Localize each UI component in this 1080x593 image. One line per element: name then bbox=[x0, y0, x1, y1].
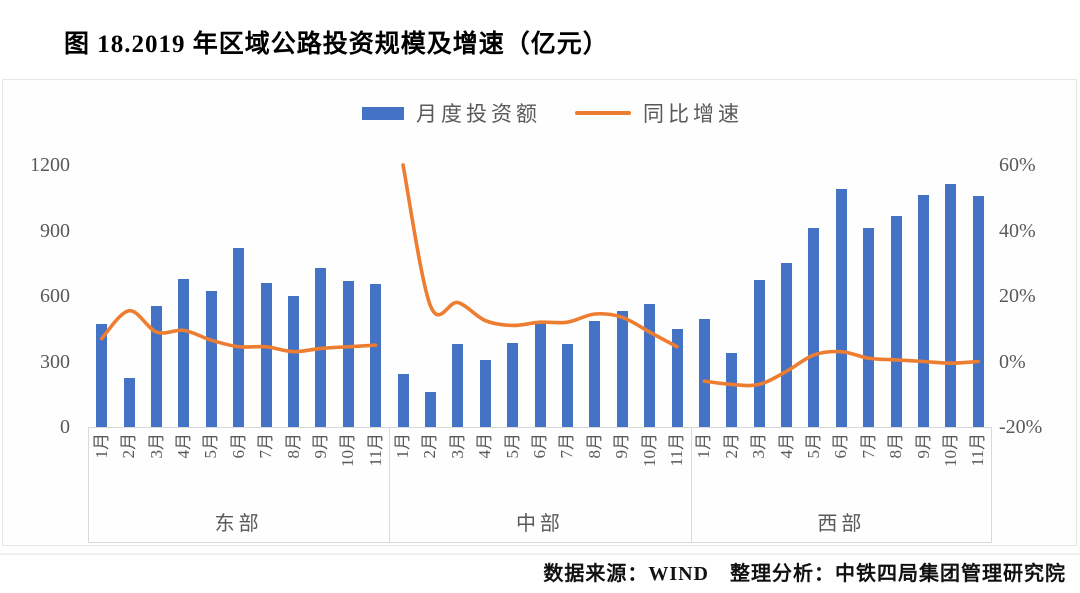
investment-bar bbox=[698, 318, 710, 427]
month-label: 10月 bbox=[940, 433, 960, 467]
investment-bar bbox=[479, 360, 491, 427]
investment-bar bbox=[342, 280, 354, 427]
investment-bar bbox=[424, 392, 436, 427]
month-label: 5月 bbox=[201, 433, 221, 459]
category-label-strip bbox=[88, 427, 992, 543]
region-label: 东部 bbox=[214, 513, 263, 535]
month-label: 11月 bbox=[365, 433, 385, 467]
chart-title: 图 18.2019 年区域公路投资规模及增速（亿元） bbox=[64, 31, 609, 58]
legend-item-growth: 同比增速 bbox=[575, 98, 743, 128]
month-label: 11月 bbox=[968, 433, 988, 467]
month-label: 6月 bbox=[228, 433, 248, 459]
investment-bar bbox=[561, 344, 573, 427]
bar-series-label: 月度投资额 bbox=[416, 102, 541, 126]
month-label: 6月 bbox=[831, 433, 851, 459]
pct-axis-tick-label: 0% bbox=[999, 350, 1026, 373]
y-axis-tick-label: 600 bbox=[40, 285, 70, 307]
investment-bar bbox=[945, 183, 957, 427]
month-label: 9月 bbox=[310, 433, 330, 459]
month-label: 4月 bbox=[173, 433, 193, 459]
investment-bar bbox=[589, 321, 601, 427]
investment-bar bbox=[753, 279, 765, 427]
investment-bar bbox=[534, 321, 546, 427]
month-label: 8月 bbox=[584, 433, 604, 459]
investment-bar bbox=[890, 216, 902, 427]
month-label: 2月 bbox=[420, 433, 440, 459]
investment-bar bbox=[972, 195, 984, 427]
month-label: 8月 bbox=[886, 433, 906, 459]
source-note: 数据来源：WIND 整理分析：中铁四局集团管理研究院 bbox=[543, 563, 1066, 585]
month-label: 6月 bbox=[530, 433, 549, 459]
investment-bar bbox=[863, 228, 875, 427]
month-label: 4月 bbox=[776, 433, 796, 459]
region-label: 中部 bbox=[515, 513, 564, 535]
investment-bar bbox=[178, 278, 190, 427]
investment-bar bbox=[726, 352, 738, 427]
region-divider bbox=[690, 427, 692, 543]
card-bottom-divider bbox=[0, 553, 1080, 555]
month-label: 10月 bbox=[338, 433, 358, 467]
month-label: 1月 bbox=[91, 433, 111, 459]
investment-bar bbox=[507, 342, 519, 427]
month-label: 7月 bbox=[256, 433, 276, 459]
investment-bar bbox=[808, 228, 820, 427]
investment-bar bbox=[397, 373, 409, 427]
investment-bar bbox=[96, 324, 108, 427]
month-label: 5月 bbox=[502, 433, 522, 459]
investment-bar bbox=[644, 303, 656, 427]
month-label: 9月 bbox=[612, 433, 632, 459]
month-label: 1月 bbox=[694, 433, 714, 459]
line-series-label: 同比增速 bbox=[643, 102, 743, 126]
month-label: 3月 bbox=[749, 433, 769, 459]
investment-bar bbox=[233, 248, 245, 427]
pct-axis-tick-label: -20% bbox=[999, 416, 1043, 438]
month-label: 4月 bbox=[475, 433, 495, 459]
month-label: 2月 bbox=[119, 433, 139, 459]
investment-bar bbox=[781, 263, 792, 428]
month-label: 3月 bbox=[146, 433, 166, 459]
investment-bar bbox=[671, 328, 683, 428]
month-label: 3月 bbox=[447, 433, 467, 459]
pct-axis-tick-label: 60% bbox=[999, 154, 1036, 176]
month-label: 11月 bbox=[667, 433, 686, 467]
investment-bar bbox=[452, 344, 464, 427]
y-axis-tick-label: 1200 bbox=[30, 154, 70, 176]
y-axis-tick-label: 0 bbox=[60, 416, 70, 438]
region-divider bbox=[389, 427, 391, 543]
growth-line-中部 bbox=[401, 163, 679, 349]
legend: 月度投资额 同比增速 bbox=[362, 98, 743, 128]
month-label: 5月 bbox=[803, 433, 823, 459]
y-axis-tick-label: 900 bbox=[40, 219, 70, 242]
month-label: 9月 bbox=[913, 433, 933, 459]
month-label: 10月 bbox=[639, 433, 659, 467]
investment-bar bbox=[918, 194, 929, 427]
month-label: 1月 bbox=[393, 433, 412, 459]
investment-bar bbox=[151, 305, 162, 427]
pct-axis-tick-label: 40% bbox=[999, 219, 1036, 242]
bar-series-swatch-icon bbox=[362, 106, 404, 120]
investment-bar bbox=[123, 377, 135, 427]
month-label: 7月 bbox=[858, 433, 878, 459]
month-label: 7月 bbox=[557, 433, 577, 459]
pct-axis-tick-label: 20% bbox=[999, 285, 1036, 307]
region-label: 西部 bbox=[817, 513, 866, 535]
investment-bar bbox=[616, 311, 628, 427]
month-label: 2月 bbox=[721, 433, 741, 459]
investment-bar bbox=[370, 284, 382, 427]
investment-bar bbox=[205, 290, 217, 427]
investment-bar bbox=[835, 189, 847, 427]
line-series-swatch-icon bbox=[575, 111, 631, 115]
investment-bar bbox=[315, 267, 327, 427]
investment-bar bbox=[288, 296, 299, 427]
y-axis-tick-label: 300 bbox=[40, 350, 70, 373]
investment-bar bbox=[260, 282, 272, 427]
month-label: 8月 bbox=[283, 433, 303, 459]
legend-item-investment: 月度投资额 bbox=[362, 98, 541, 128]
